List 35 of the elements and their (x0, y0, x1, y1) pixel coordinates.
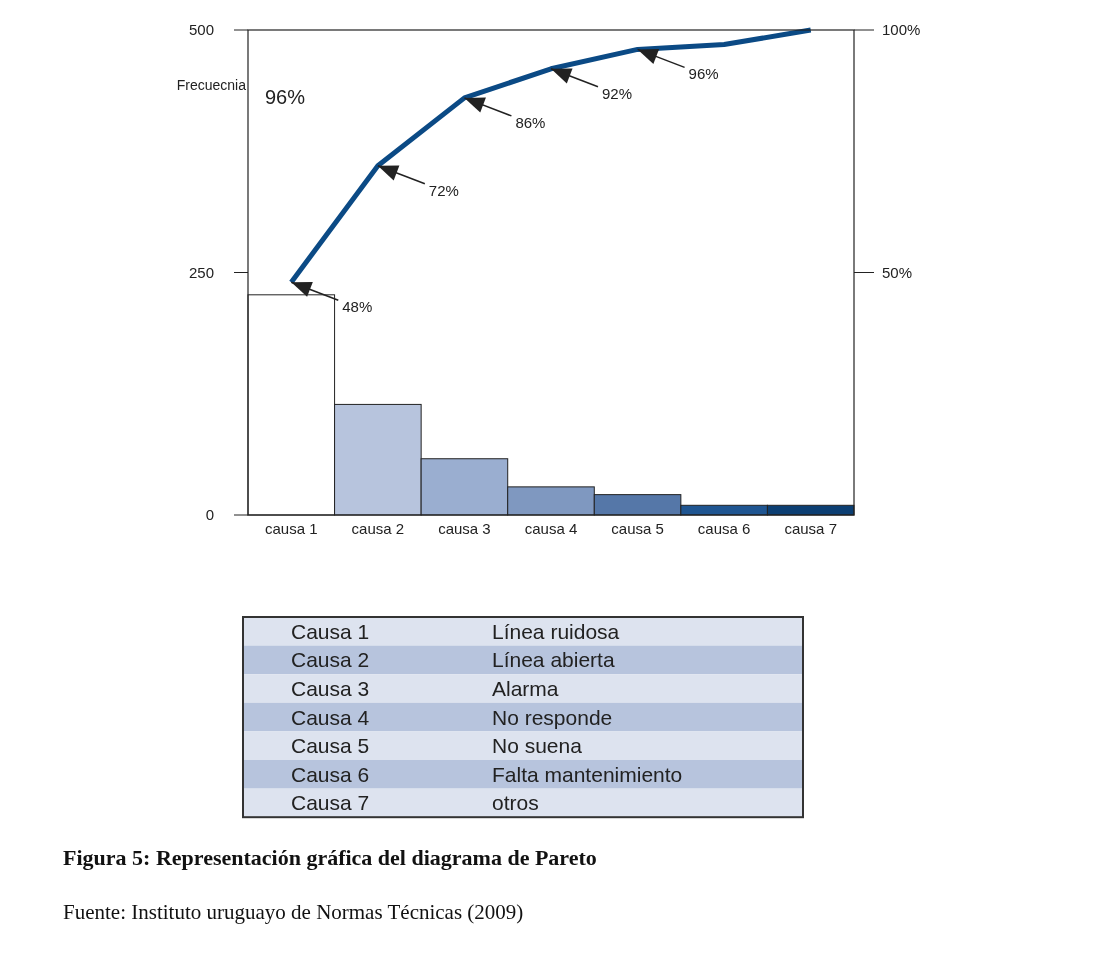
x-tick-label: causa 6 (697, 520, 751, 537)
text: Alarma (492, 677, 559, 701)
y-tick-label: 0 (205, 506, 214, 524)
x-tick-label: causa 7 (784, 520, 837, 537)
text: Figura 5: Representación gráfica del diagrama de Pareto (63, 845, 597, 870)
y-tick-label: 250 (188, 263, 214, 281)
y-axis-title: Frecuecnia (176, 77, 247, 93)
text: Causa 3 (291, 677, 370, 701)
annotation: 96% (265, 86, 306, 108)
annotation: 92% (602, 84, 633, 102)
text: Causa 4 (291, 705, 370, 729)
annotation: 48% (342, 298, 373, 316)
text: otros (492, 791, 539, 815)
text: No responde (492, 705, 613, 729)
text: Línea ruidosa (492, 619, 620, 643)
text: Causa 7 (291, 791, 370, 815)
annotation: 86% (515, 113, 546, 131)
text: Causa 5 (291, 734, 370, 758)
y2-tick-label: 100% (882, 21, 921, 39)
x-tick-label: causa 2 (351, 520, 405, 537)
text: Línea abierta (492, 648, 615, 672)
x-tick-label: causa 4 (524, 520, 578, 537)
text: Falta mantenimiento (492, 762, 683, 786)
text: Causa 2 (291, 648, 370, 672)
y2-tick-label: 50% (882, 263, 913, 281)
x-tick-label: causa 3 (438, 520, 491, 537)
annotation: 72% (428, 181, 459, 199)
annotation: 96% (688, 65, 719, 83)
text: No suena (492, 734, 583, 758)
x-tick-label: causa 1 (265, 520, 318, 537)
y-tick-label: 500 (188, 21, 214, 39)
text: Causa 1 (291, 619, 370, 643)
x-tick-label: causa 5 (611, 520, 664, 537)
text: Causa 6 (291, 762, 370, 786)
source-note: Fuente: Instituto uruguayo de Normas Técnicas (2009) (63, 900, 524, 924)
